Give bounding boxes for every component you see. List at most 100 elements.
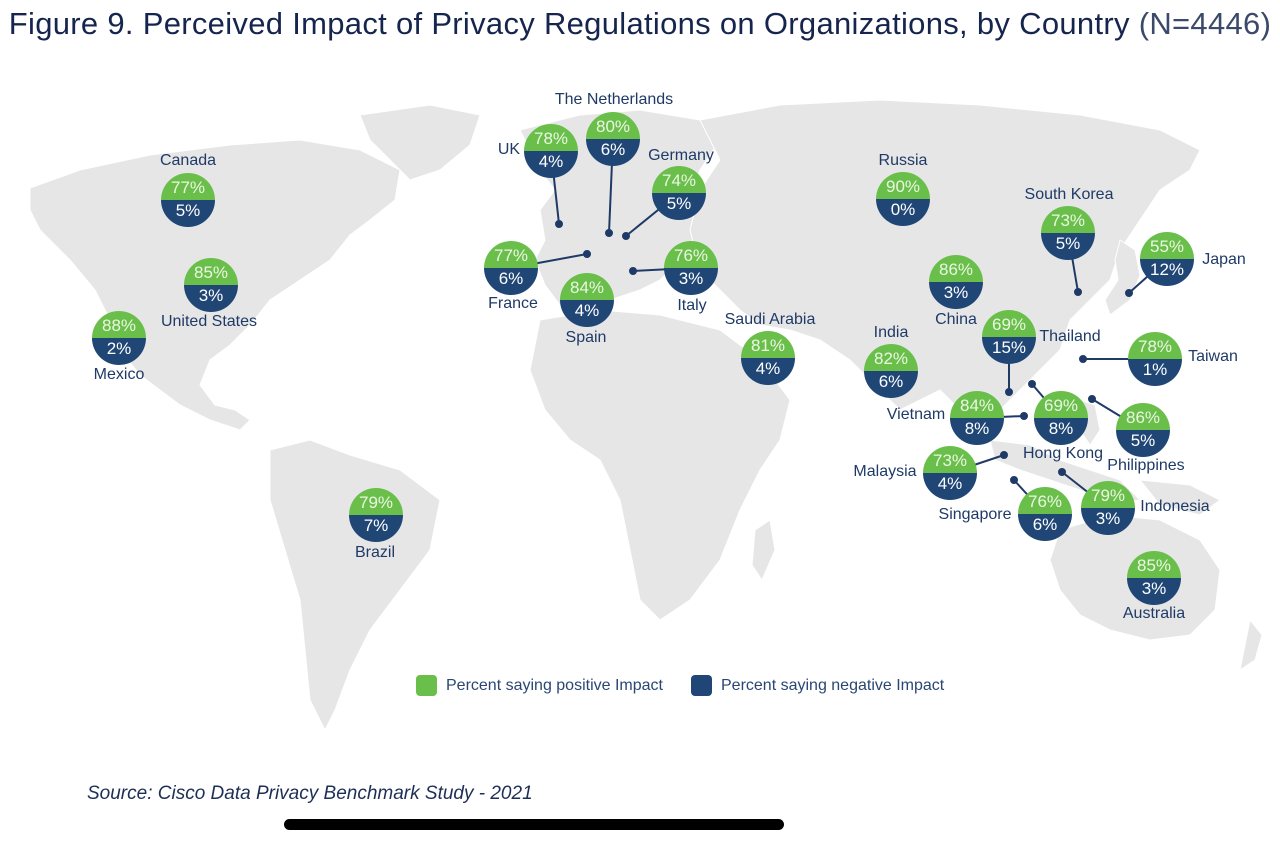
negative-value: 3% xyxy=(1127,578,1181,605)
negative-value: 5% xyxy=(1116,430,1170,457)
leader-dot-taiwan xyxy=(1079,355,1087,363)
negative-value: 5% xyxy=(161,200,215,227)
negative-value: 4% xyxy=(923,473,977,500)
country-label-thailand: Thailand xyxy=(1039,328,1101,345)
country-label-brazil: Brazil xyxy=(354,544,395,561)
country-bubble-thailand: 69% 15% xyxy=(982,310,1036,364)
country-bubble-malaysia: 73% 4% xyxy=(923,446,977,500)
country-label-australia: Australia xyxy=(1122,605,1186,622)
positive-value: 84% xyxy=(560,273,614,300)
country-label-saudi-arabia: Saudi Arabia xyxy=(724,311,816,328)
positive-value: 77% xyxy=(484,241,538,268)
landmass-madagascar xyxy=(751,519,776,582)
country-bubble-spain: 84% 4% xyxy=(560,273,614,327)
positive-value: 78% xyxy=(1128,332,1182,359)
positive-value: 76% xyxy=(1018,487,1072,514)
landmass-new-guinea xyxy=(1138,479,1221,516)
source-note: Source: Cisco Data Privacy Benchmark Stu… xyxy=(87,783,533,804)
leader-dot-philippines xyxy=(1088,395,1096,403)
negative-value: 4% xyxy=(524,151,578,178)
legend-item-positive: Percent saying positive Impact xyxy=(416,675,663,696)
sample-size: (N=4446) xyxy=(1138,6,1272,41)
country-bubble-south-korea: 73% 5% xyxy=(1041,206,1095,260)
horizontal-scrollbar[interactable] xyxy=(284,819,784,830)
legend: Percent saying positive Impact Percent s… xyxy=(416,675,972,696)
country-label-france: France xyxy=(488,295,538,312)
landmass-greenland xyxy=(359,104,481,181)
positive-value: 85% xyxy=(184,258,238,285)
negative-value: 4% xyxy=(741,358,795,385)
country-bubble-mexico: 88% 2% xyxy=(92,311,146,365)
negative-value: 15% xyxy=(982,337,1036,364)
country-label-italy: Italy xyxy=(677,297,707,314)
country-label-the-netherlands: The Netherlands xyxy=(554,91,674,108)
positive-value: 79% xyxy=(1081,481,1135,508)
landmass-africa xyxy=(529,309,791,621)
country-label-china: China xyxy=(935,311,977,328)
negative-value: 3% xyxy=(1081,508,1135,535)
figure-title-main: Figure 9. Perceived Impact of Privacy Re… xyxy=(8,6,1130,41)
legend-swatch-positive xyxy=(416,675,437,696)
leader-dot-indonesia xyxy=(1058,468,1066,476)
leader-dot-uk xyxy=(555,220,563,228)
country-label-mexico: Mexico xyxy=(93,366,145,383)
country-label-philippines: Philippines xyxy=(1107,457,1185,474)
country-label-japan: Japan xyxy=(1202,251,1246,268)
positive-value: 80% xyxy=(586,112,640,139)
leader-dot-hong-kong xyxy=(1028,380,1036,388)
country-label-canada: Canada xyxy=(159,152,217,169)
country-bubble-philippines: 86% 5% xyxy=(1116,403,1170,457)
positive-value: 69% xyxy=(1034,391,1088,418)
country-label-spain: Spain xyxy=(565,329,607,346)
positive-value: 77% xyxy=(161,173,215,200)
negative-value: 12% xyxy=(1140,259,1194,286)
legend-item-negative: Percent saying negative Impact xyxy=(691,675,944,696)
positive-value: 84% xyxy=(950,391,1004,418)
negative-value: 1% xyxy=(1128,359,1182,386)
country-bubble-saudi-arabia: 81% 4% xyxy=(741,331,795,385)
country-bubble-vietnam: 84% 8% xyxy=(950,391,1004,445)
country-bubble-brazil: 79% 7% xyxy=(349,488,403,542)
negative-value: 5% xyxy=(1041,233,1095,260)
positive-value: 78% xyxy=(524,124,578,151)
negative-value: 3% xyxy=(664,268,718,295)
leader-dot-japan xyxy=(1125,289,1133,297)
leader-dot-south-korea xyxy=(1074,288,1082,296)
country-label-united-states: United States xyxy=(160,313,258,330)
leader-dot-singapore xyxy=(1010,476,1018,484)
positive-value: 73% xyxy=(923,446,977,473)
leader-dot-italy xyxy=(629,267,637,275)
positive-value: 81% xyxy=(741,331,795,358)
positive-value: 86% xyxy=(929,255,983,282)
leader-dot-thailand xyxy=(1005,388,1013,396)
country-label-taiwan: Taiwan xyxy=(1188,348,1238,365)
country-label-hong-kong: Hong Kong xyxy=(1022,445,1104,462)
negative-value: 5% xyxy=(652,193,706,220)
leader-dot-vietnam xyxy=(1020,412,1028,420)
country-bubble-france: 77% 6% xyxy=(484,241,538,295)
negative-value: 0% xyxy=(876,199,930,226)
legend-swatch-negative xyxy=(691,675,712,696)
negative-value: 6% xyxy=(586,139,640,166)
country-bubble-russia: 90% 0% xyxy=(876,172,930,226)
country-label-indonesia: Indonesia xyxy=(1140,498,1210,515)
positive-value: 55% xyxy=(1140,232,1194,259)
country-bubble-japan: 55% 12% xyxy=(1140,232,1194,286)
country-label-india: India xyxy=(873,324,909,341)
negative-value: 6% xyxy=(484,268,538,295)
negative-value: 6% xyxy=(1018,514,1072,541)
legend-label-negative: Percent saying negative Impact xyxy=(721,676,945,694)
country-bubble-singapore: 76% 6% xyxy=(1018,487,1072,541)
negative-value: 3% xyxy=(929,282,983,309)
leader-dot-germany xyxy=(622,232,630,240)
country-bubble-germany: 74% 5% xyxy=(652,166,706,220)
country-label-russia: Russia xyxy=(878,152,928,169)
country-bubble-united-states: 85% 3% xyxy=(184,258,238,312)
negative-value: 4% xyxy=(560,300,614,327)
country-bubble-india: 82% 6% xyxy=(864,344,918,398)
leader-dot-the-netherlands xyxy=(605,229,613,237)
country-bubble-australia: 85% 3% xyxy=(1127,551,1181,605)
negative-value: 7% xyxy=(349,515,403,542)
positive-value: 90% xyxy=(876,172,930,199)
positive-value: 73% xyxy=(1041,206,1095,233)
